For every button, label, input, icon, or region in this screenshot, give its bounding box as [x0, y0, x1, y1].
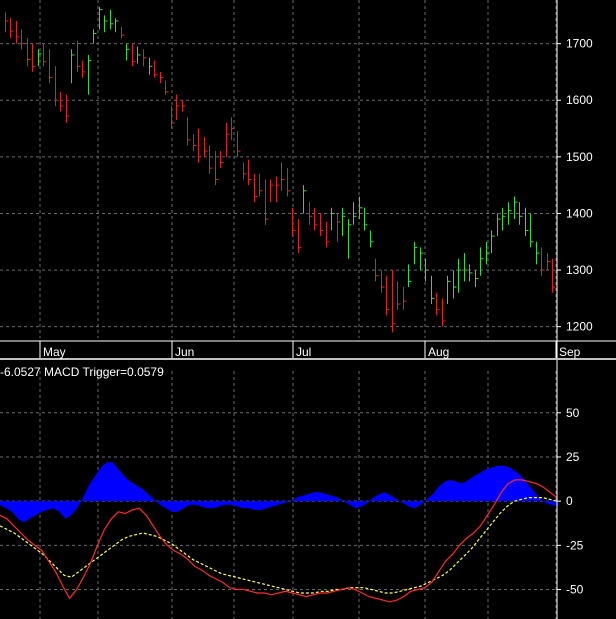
price-panel-grid — [0, 0, 557, 338]
price-tick-label: 1600 — [566, 93, 593, 107]
macd-y-axis: 50 25 0 -25 -50 — [556, 360, 584, 619]
histogram-area — [0, 462, 557, 523]
month-label: Aug — [428, 345, 449, 359]
month-label: Jul — [296, 345, 311, 359]
macd-tick-label: 25 — [566, 450, 580, 464]
macd-panel-grid — [0, 371, 557, 619]
price-tick-label: 1700 — [566, 37, 593, 51]
price-tick-label: 1400 — [566, 206, 593, 220]
macd-histogram — [0, 462, 557, 523]
macd-legend: -6.0527 MACD Trigger=0.0579 — [0, 365, 164, 379]
macd-line — [0, 479, 558, 603]
macd-tick-label: -25 — [566, 538, 584, 552]
macd-tick-label: -50 — [566, 582, 584, 596]
trigger-line — [0, 497, 558, 594]
date-axis: May Jun Jul Aug Sep — [0, 340, 616, 359]
price-ohlc-bars — [5, 6, 556, 333]
price-tick-label: 1500 — [566, 150, 593, 164]
price-tick-label: 1200 — [566, 320, 593, 334]
month-label: Sep — [559, 345, 581, 359]
macd-lines — [0, 479, 558, 603]
macd-tick-label: 0 — [566, 494, 573, 508]
macd-tick-label: 50 — [566, 406, 580, 420]
month-label: May — [43, 345, 66, 359]
month-label: Jun — [175, 345, 194, 359]
price-tick-label: 1300 — [566, 263, 593, 277]
price-y-axis: 1200 1300 1400 1500 1600 1700 — [556, 0, 593, 358]
